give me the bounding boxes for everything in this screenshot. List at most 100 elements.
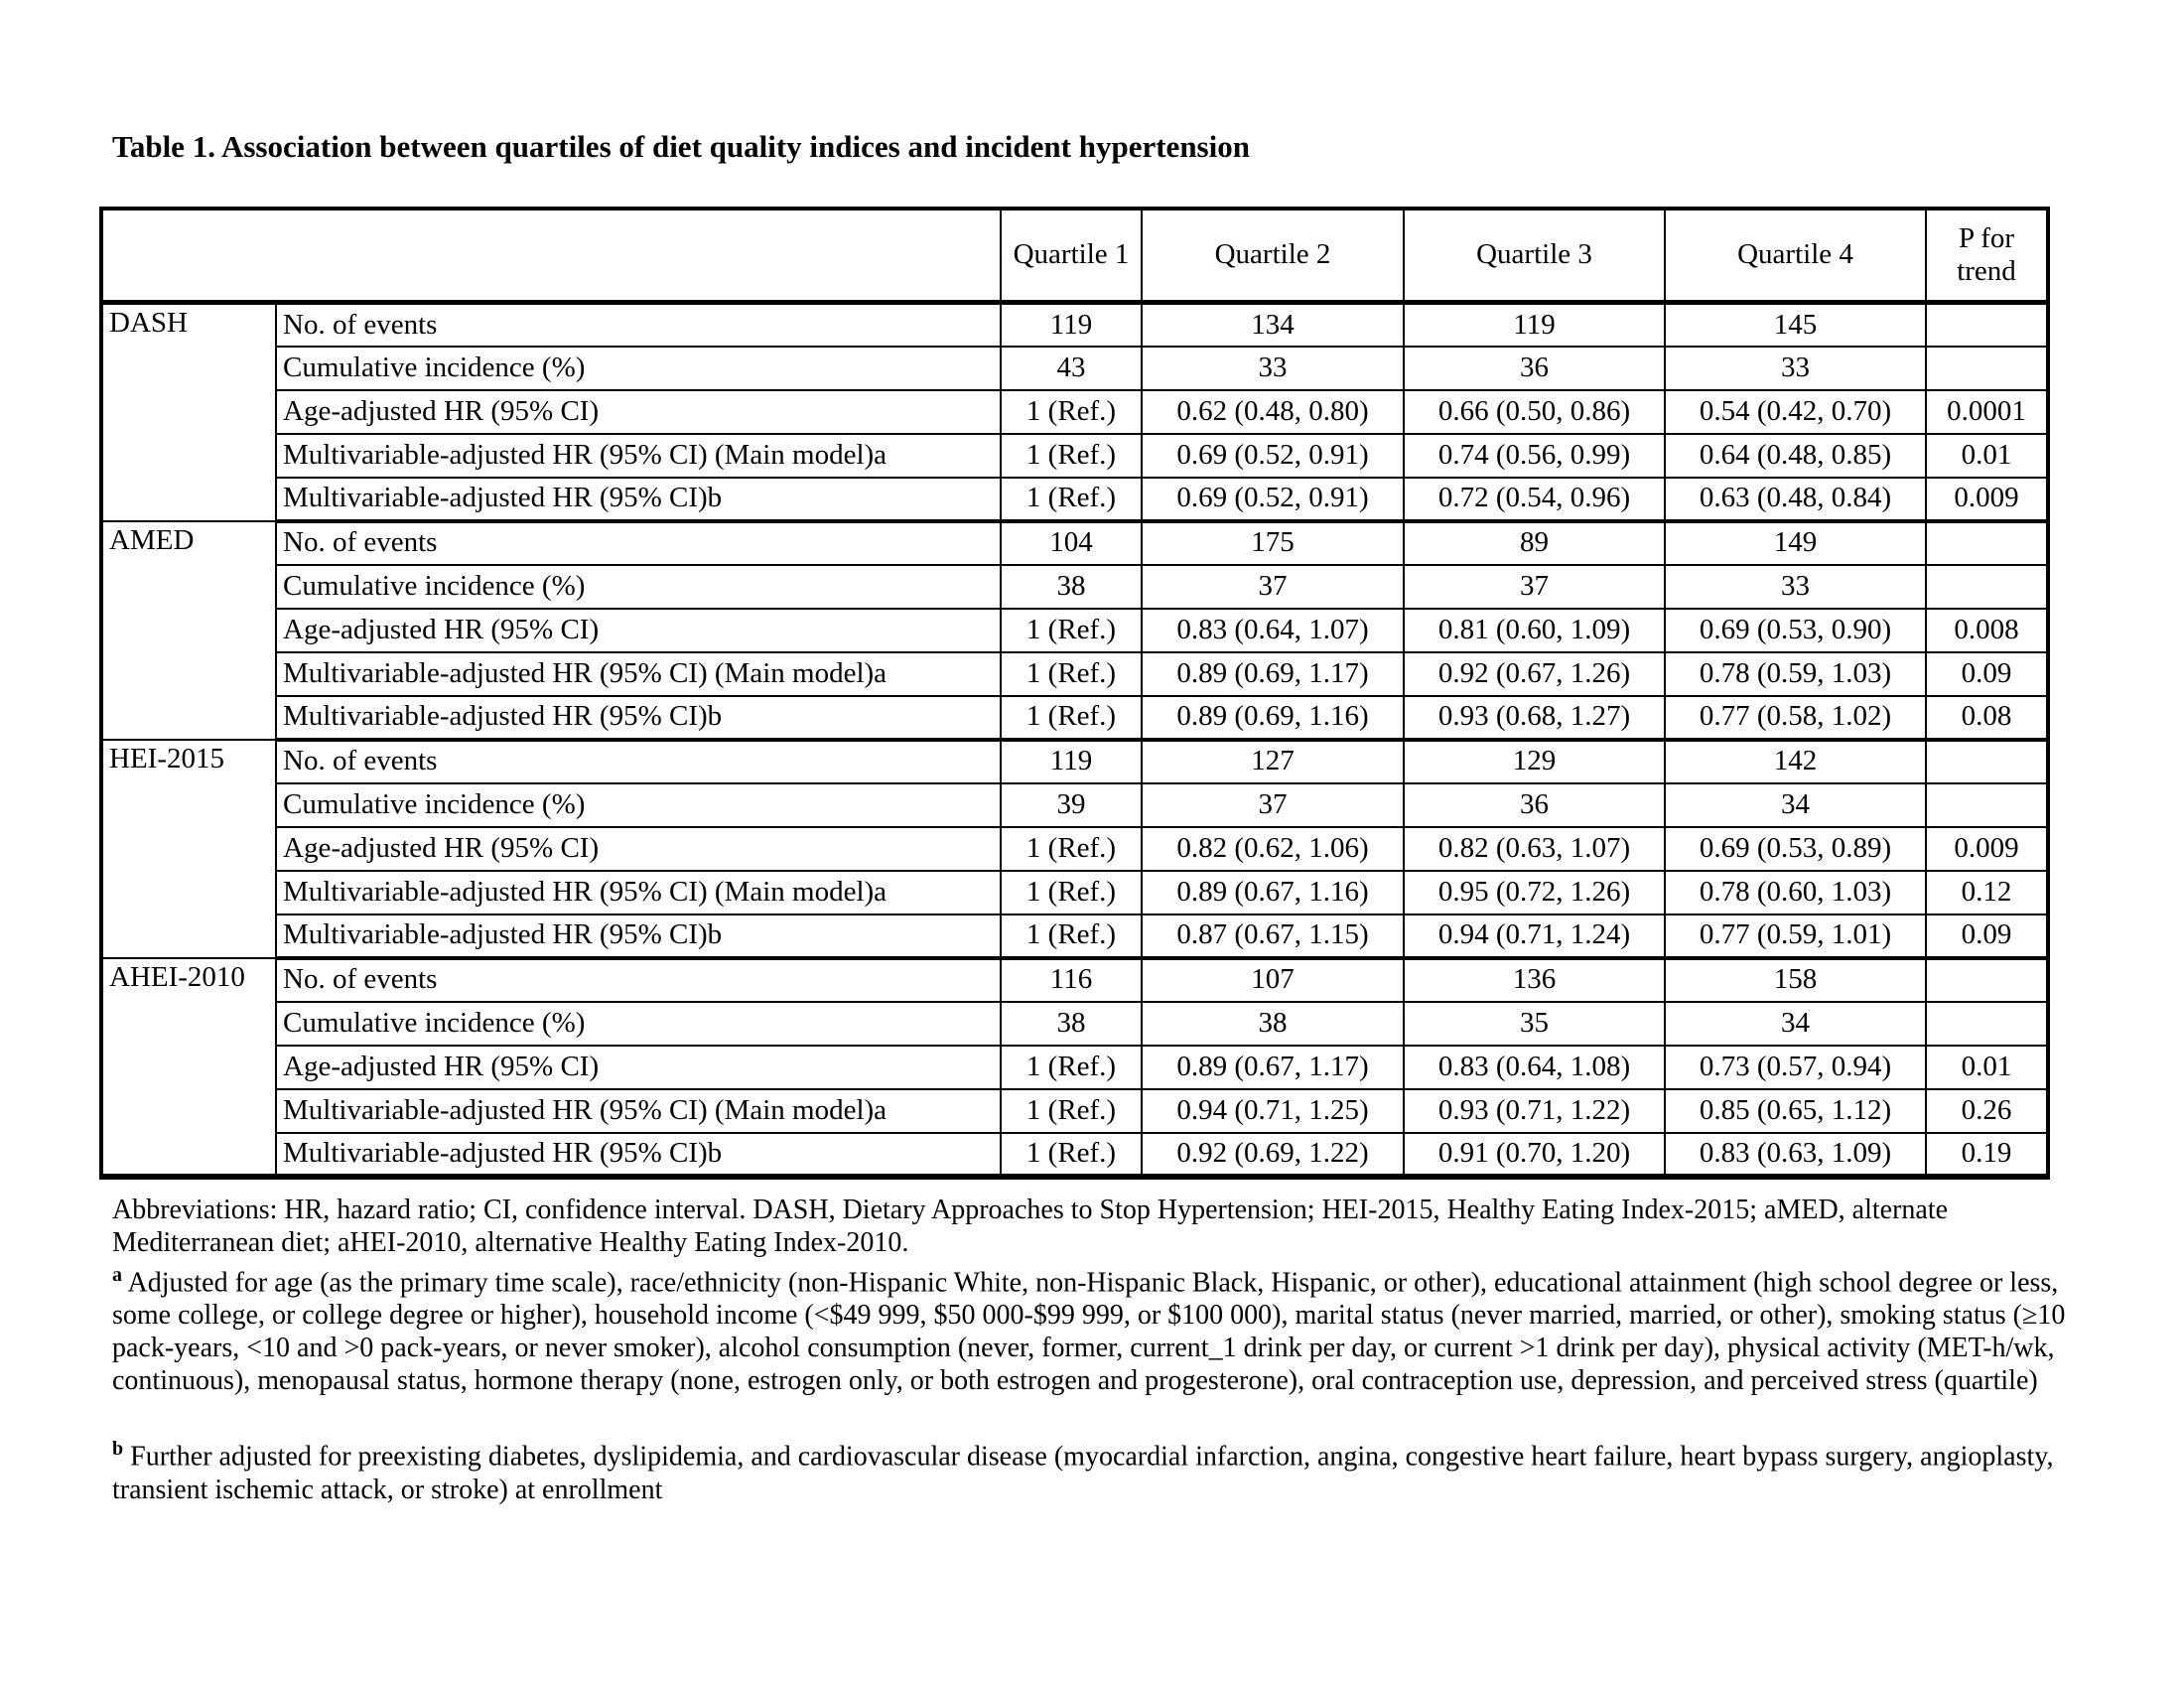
row-label: Multivariable-adjusted HR (95% CI) (Main… [275, 869, 1002, 915]
footnote-a-text: Adjusted for age (as the primary time sc… [112, 1267, 2066, 1397]
row-label: No. of events [275, 519, 1002, 566]
table-cell: 175 [1141, 519, 1405, 566]
table-cell: 0.09 [1925, 650, 2049, 697]
row-label: Age-adjusted HR (95% CI) [275, 825, 1002, 872]
table-cell: 0.66 (0.50, 0.86) [1403, 388, 1666, 435]
footnote-a: a Adjusted for age (as the primary time … [112, 1259, 2108, 1397]
table-row: AMED No. of events 104 175 89 149 [100, 519, 2049, 741]
table-cell: 1 (Ref.) [1000, 1087, 1143, 1134]
table-cell: 127 [1141, 738, 1405, 784]
header-corner-cell [100, 208, 1002, 305]
row-label: Age-adjusted HR (95% CI) [275, 1044, 1002, 1090]
table-cell: 145 [1664, 301, 1927, 348]
table-cell: 0.94 (0.71, 1.25) [1141, 1087, 1405, 1134]
table-cell [1925, 1000, 2049, 1047]
table-row: Multivariable-adjusted HR (95% CI)b 1 (Re… [101, 694, 2049, 742]
table-row: Multivariable-adjusted HR (95% CI) (Main… [101, 869, 2049, 915]
table-cell: 38 [1000, 1000, 1143, 1047]
table-cell: 158 [1664, 956, 1927, 1003]
table-cell: 1 (Ref.) [1000, 869, 1143, 915]
table-cell: 0.009 [1925, 476, 2049, 523]
table-cell: 0.82 (0.63, 1.07) [1403, 825, 1666, 872]
table-cell: 1 (Ref.) [1000, 650, 1143, 697]
table-cell: 0.83 (0.64, 1.08) [1403, 1044, 1666, 1090]
header-quartile-4: Quartile 4 [1664, 208, 1927, 305]
row-label: Cumulative incidence (%) [275, 345, 1002, 391]
footnote-b-marker: b [112, 1438, 124, 1461]
footnote-b: b Further adjusted for preexisting diabe… [112, 1433, 2108, 1505]
table-cell [1925, 738, 2049, 784]
table-cell: 37 [1403, 563, 1666, 610]
table-cell: 116 [1000, 956, 1143, 1003]
row-label: Multivariable-adjusted HR (95% CI)b [275, 694, 1002, 742]
row-label: Multivariable-adjusted HR (95% CI) (Main… [275, 1087, 1002, 1134]
table-cell: 33 [1664, 563, 1927, 610]
table-row: Multivariable-adjusted HR (95% CI)b 1 (Re… [101, 476, 2049, 523]
table-cell: 0.26 [1925, 1087, 2049, 1134]
table-cell [1925, 956, 2049, 1003]
table-row: Cumulative incidence (%) 38 37 37 33 [101, 563, 2049, 610]
table-cell: 0.69 (0.53, 0.89) [1664, 825, 1927, 872]
table-cell: 0.78 (0.60, 1.03) [1664, 869, 1927, 915]
row-label: No. of events [275, 738, 1002, 784]
table-row: Cumulative incidence (%) 38 38 35 34 [101, 1000, 2049, 1047]
header-p-for-trend: P for trend [1925, 208, 2049, 305]
table-row: Cumulative incidence (%) 43 33 36 33 [101, 345, 2049, 391]
table-row: HEI-2015 No. of events 119 127 129 142 [100, 738, 2049, 959]
table-cell: 0.74 (0.56, 0.99) [1403, 432, 1666, 479]
table-cell: 0.01 [1925, 1044, 2049, 1090]
table-cell: 149 [1664, 519, 1927, 566]
table-row: DASH No. of events 119 134 119 145 [100, 301, 2049, 522]
table-cell: 34 [1664, 781, 1927, 828]
table-cell: 0.93 (0.68, 1.27) [1403, 694, 1666, 742]
table-row: Multivariable-adjusted HR (95% CI) (Main… [101, 1087, 2049, 1134]
table-cell: 0.82 (0.62, 1.06) [1141, 825, 1405, 872]
table-cell: 129 [1403, 738, 1666, 784]
table-cell: 0.73 (0.57, 0.94) [1664, 1044, 1927, 1090]
table-row: Age-adjusted HR (95% CI) 1 (Ref.) 0.89 (0.… [101, 1044, 2049, 1090]
table-row: Multivariable-adjusted HR (95% CI)b 1 (Re… [101, 1131, 2049, 1179]
table-cell: 43 [1000, 345, 1143, 391]
table-cell: 1 (Ref.) [1000, 607, 1143, 653]
group-label-hei-2015: HEI-2015 [100, 738, 277, 959]
table-cell: 142 [1664, 738, 1927, 784]
table-cell: 0.89 (0.67, 1.17) [1141, 1044, 1405, 1090]
table-row: AHEI-2010 No. of events 116 107 136 158 [100, 956, 2049, 1178]
results-table-container: Quartile 1 Quartile 2 Quartile 3 Quartil… [99, 207, 2050, 1180]
table-cell: 36 [1403, 781, 1666, 828]
table-cell: 0.009 [1925, 825, 2049, 872]
table-cell: 36 [1403, 345, 1666, 391]
row-label: Multivariable-adjusted HR (95% CI)b [275, 913, 1002, 960]
table-cell: 0.83 (0.63, 1.09) [1664, 1131, 1927, 1179]
header-quartile-2: Quartile 2 [1141, 208, 1405, 305]
group-label-dash: DASH [100, 301, 277, 522]
table-cell: 1 (Ref.) [1000, 913, 1143, 960]
table-cell: 0.95 (0.72, 1.26) [1403, 869, 1666, 915]
table-cell: 1 (Ref.) [1000, 694, 1143, 742]
row-label: Multivariable-adjusted HR (95% CI) (Main… [275, 432, 1002, 479]
table-row: Age-adjusted HR (95% CI) 1 (Ref.) 0.82 (0.… [101, 825, 2049, 872]
table-cell: 1 (Ref.) [1000, 825, 1143, 872]
table-cell: 0.62 (0.48, 0.80) [1141, 388, 1405, 435]
table-cell [1925, 345, 2049, 391]
table-cell: 39 [1000, 781, 1143, 828]
table-cell: 0.89 (0.69, 1.16) [1141, 694, 1405, 742]
table-cell: 0.93 (0.71, 1.22) [1403, 1087, 1666, 1134]
table-cell: 1 (Ref.) [1000, 476, 1143, 523]
table-cell: 1 (Ref.) [1000, 432, 1143, 479]
table-row: Cumulative incidence (%) 39 37 36 34 [101, 781, 2049, 828]
table-cell: 0.09 [1925, 913, 2049, 960]
row-label: Age-adjusted HR (95% CI) [275, 388, 1002, 435]
row-label: Cumulative incidence (%) [275, 1000, 1002, 1047]
row-label: Cumulative incidence (%) [275, 781, 1002, 828]
row-label: No. of events [275, 956, 1002, 1003]
table-cell: 0.008 [1925, 607, 2049, 653]
table-cell: 119 [1000, 301, 1143, 348]
table-cell [1925, 301, 2049, 348]
table-cell: 0.63 (0.48, 0.84) [1664, 476, 1927, 523]
group-label-amed: AMED [100, 519, 277, 741]
group-label-ahei-2010: AHEI-2010 [100, 956, 277, 1178]
header-quartile-3: Quartile 3 [1403, 208, 1666, 305]
table-cell: 0.64 (0.48, 0.85) [1664, 432, 1927, 479]
row-label: Multivariable-adjusted HR (95% CI)b [275, 476, 1002, 523]
